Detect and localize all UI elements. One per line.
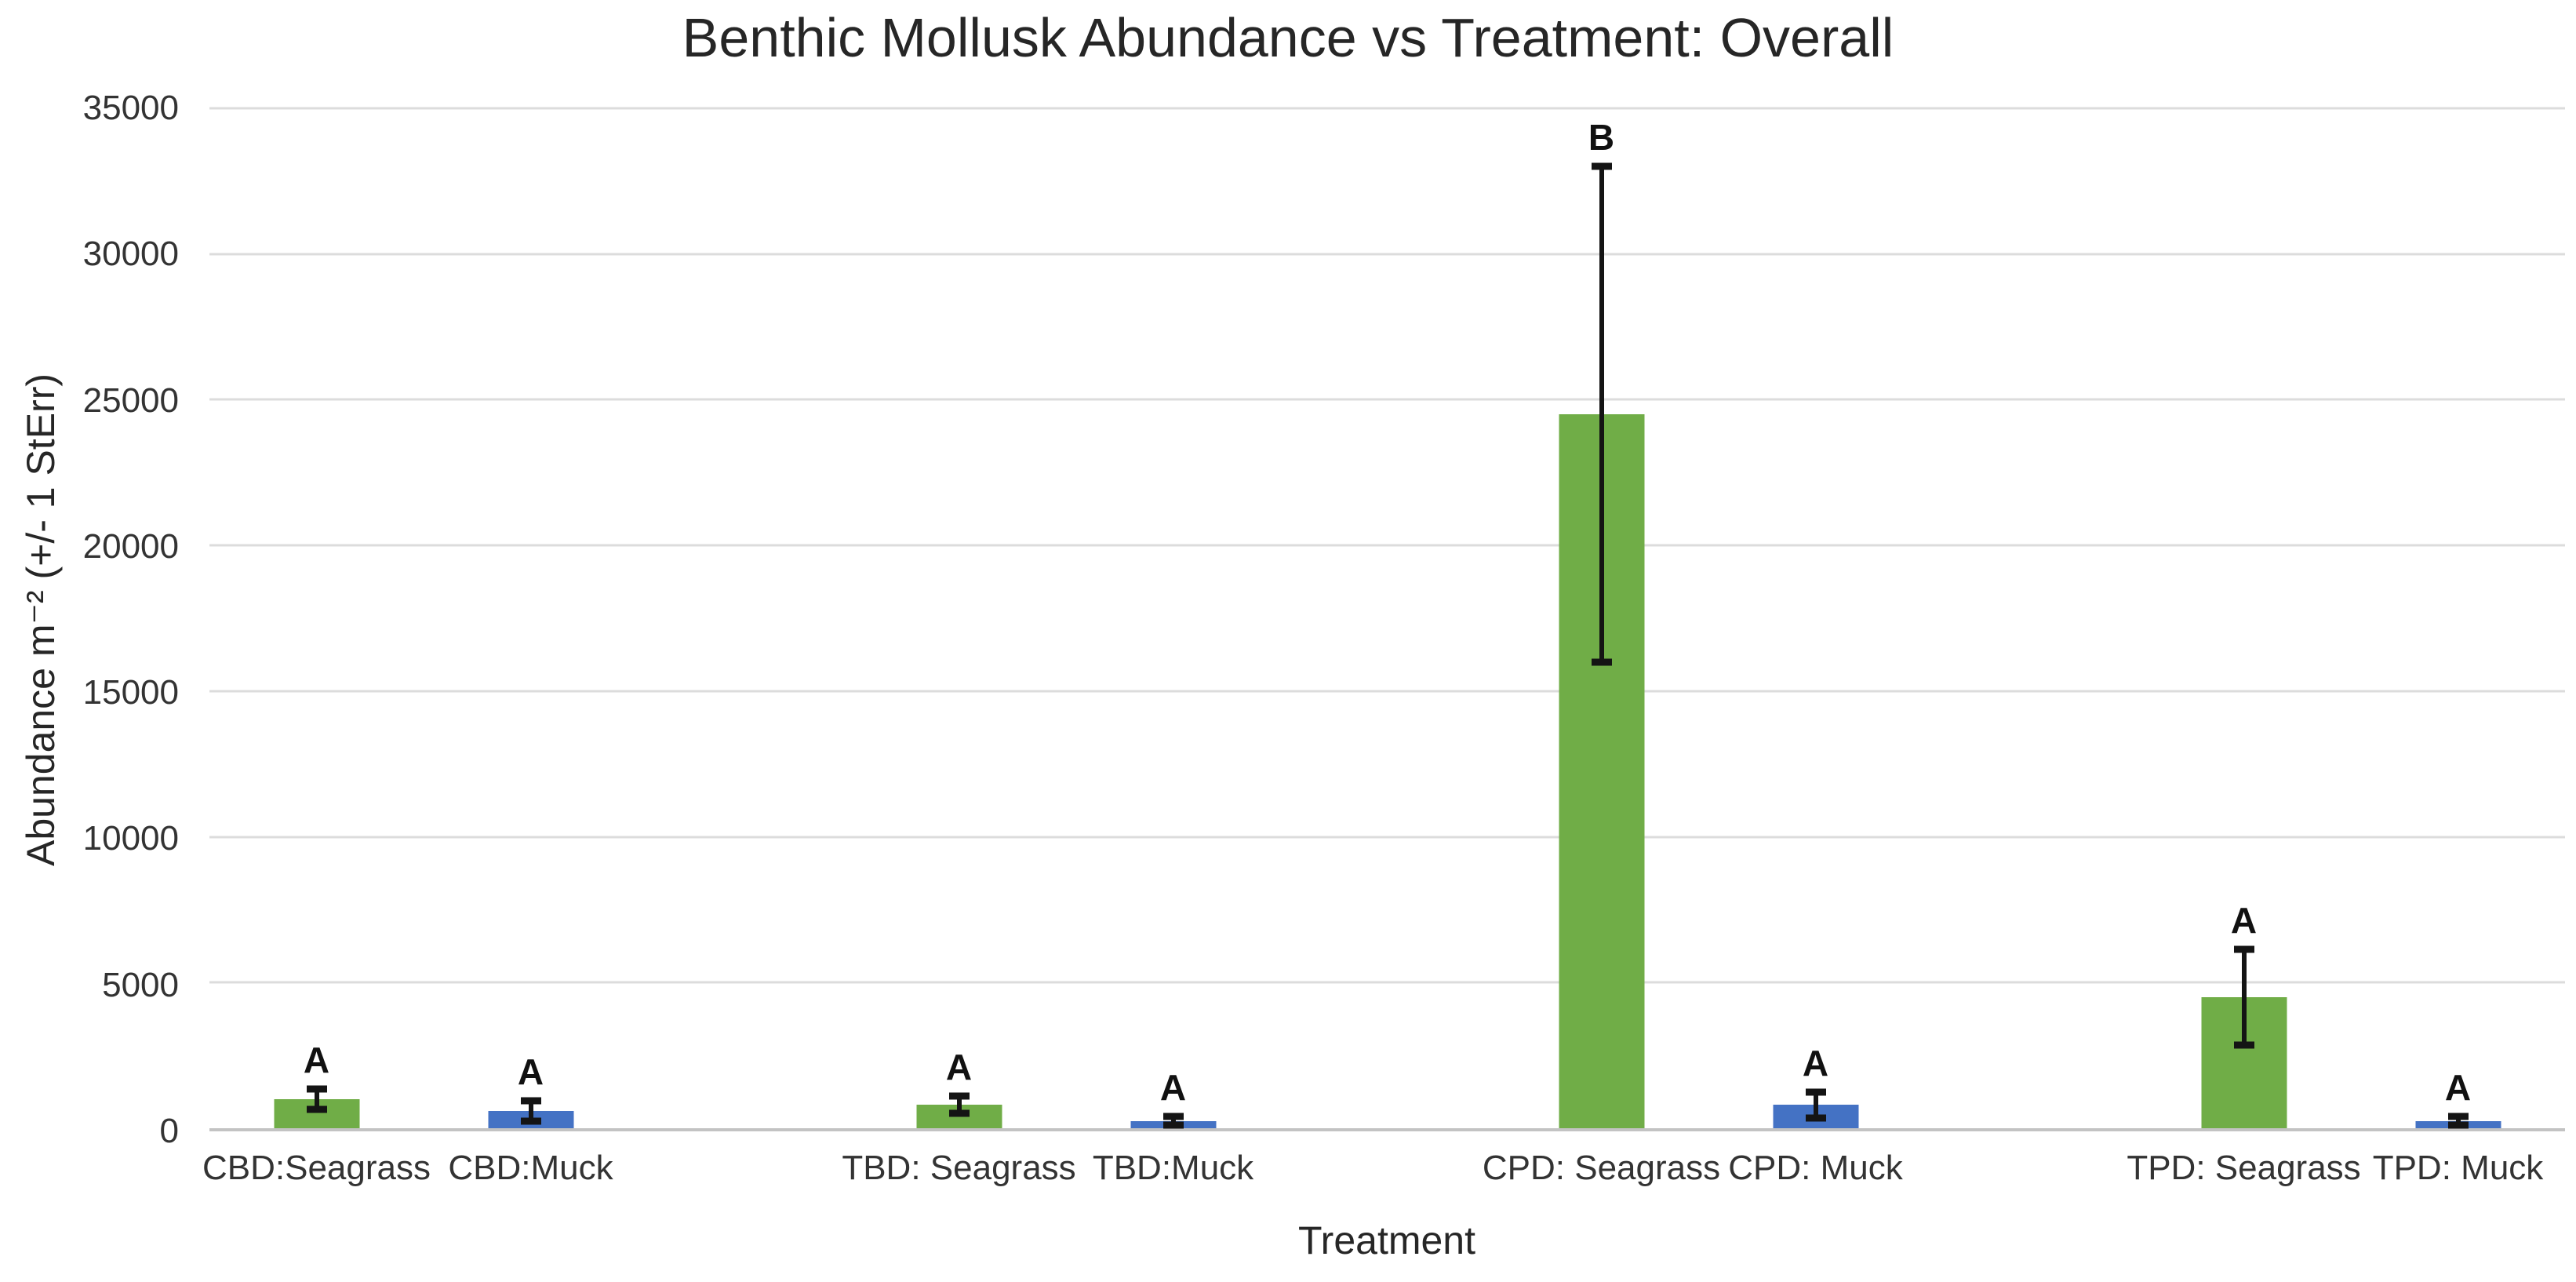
x-tick-label-cbd-muck: CBD:Muck (448, 1149, 613, 1187)
error-bar-top-cap-tbd-muck (1162, 1113, 1184, 1120)
error-bar-top-cap-cbd-seagrass (306, 1085, 327, 1093)
x-tick-label-tbd-seagrass: TBD: Seagrass (842, 1149, 1076, 1187)
error-bar-cbd-seagrass (314, 1088, 319, 1109)
x-axis-tick-labels: CBD:Seagrass CBD:Muck TBD: Seagrass TBD:Muc… (202, 1149, 2565, 1196)
y-tick-label-0: 0 (159, 1112, 179, 1150)
error-bar-top-cap-tpd-muck (2447, 1113, 2469, 1120)
chart-title: Benthic Mollusk Abundance vs Treatment: … (682, 7, 1894, 68)
error-bar-tpd-muck (2455, 1116, 2461, 1126)
y-tick-label-25000: 25000 (82, 381, 179, 420)
significance-letter-cpd-seagrass: B (1588, 117, 1615, 158)
error-bar-bottom-cap-cpd-muck (1805, 1114, 1826, 1122)
gridline-15000 (209, 690, 2565, 693)
error-bar-cpd-seagrass (1599, 166, 1604, 662)
y-axis-tick-labels: 0 5000 10000 15000 20000 25000 30000 35000 (0, 91, 179, 1149)
significance-letter-tbd-seagrass: A (945, 1047, 973, 1088)
error-bar-bottom-cap-tpd-seagrass (2233, 1041, 2254, 1049)
error-bar-bottom-cap-tbd-seagrass (948, 1109, 970, 1117)
x-tick-label-cpd-muck: CPD: Muck (1728, 1149, 1903, 1187)
error-bar-tbd-seagrass (956, 1096, 962, 1114)
error-bar-cbd-muck (528, 1100, 533, 1121)
error-bar-top-cap-tbd-seagrass (948, 1092, 970, 1100)
error-bar-top-cap-cpd-seagrass (1591, 162, 1612, 170)
error-bar-cpd-muck (1813, 1091, 1818, 1118)
x-tick-label-cpd-seagrass: CPD: Seagrass (1482, 1149, 1721, 1187)
x-tick-label-cbd-seagrass: CBD:Seagrass (202, 1149, 431, 1187)
y-tick-label-5000: 5000 (102, 965, 179, 1004)
y-tick-label-10000: 10000 (82, 819, 179, 858)
x-tick-label-tpd-muck: TPD: Muck (2372, 1149, 2544, 1187)
error-bar-bottom-cap-tpd-muck (2447, 1121, 2469, 1129)
x-tick-label-tpd-seagrass: TPD: Seagrass (2127, 1149, 2361, 1187)
gridline-5000 (209, 981, 2565, 984)
x-axis-title: Treatment (1297, 1218, 1476, 1262)
significance-letter-tpd-seagrass: A (2230, 899, 2258, 941)
gridline-10000 (209, 836, 2565, 839)
y-tick-label-30000: 30000 (82, 235, 179, 274)
significance-letter-cbd-muck: A (517, 1051, 544, 1092)
y-tick-label-20000: 20000 (82, 526, 179, 566)
error-bar-bottom-cap-cbd-muck (520, 1117, 541, 1125)
error-bar-tbd-muck (1170, 1116, 1176, 1126)
y-tick-label-15000: 15000 (82, 673, 179, 712)
plot-area: A A A A B A A A (209, 107, 2565, 1131)
x-tick-label-tbd-muck: TBD:Muck (1092, 1149, 1254, 1187)
error-bar-top-cap-tpd-seagrass (2233, 945, 2254, 953)
error-bar-top-cap-cpd-muck (1805, 1088, 1826, 1096)
error-bar-bottom-cap-tbd-muck (1162, 1121, 1184, 1129)
gridline-30000 (209, 253, 2565, 256)
significance-letter-cbd-seagrass: A (303, 1039, 330, 1080)
gridline-35000 (209, 107, 2565, 110)
significance-letter-cpd-muck: A (1802, 1042, 1829, 1084)
significance-letter-tbd-muck: A (1159, 1067, 1187, 1109)
error-bar-top-cap-cbd-muck (520, 1097, 541, 1105)
error-bar-bottom-cap-cbd-seagrass (306, 1105, 327, 1113)
error-bar-bottom-cap-cpd-seagrass (1591, 658, 1612, 666)
error-bar-tpd-seagrass (2241, 949, 2247, 1046)
y-tick-label-35000: 35000 (82, 89, 179, 127)
gridline-20000 (209, 544, 2565, 547)
gridline-25000 (209, 398, 2565, 401)
significance-letter-tpd-muck: A (2444, 1067, 2472, 1109)
